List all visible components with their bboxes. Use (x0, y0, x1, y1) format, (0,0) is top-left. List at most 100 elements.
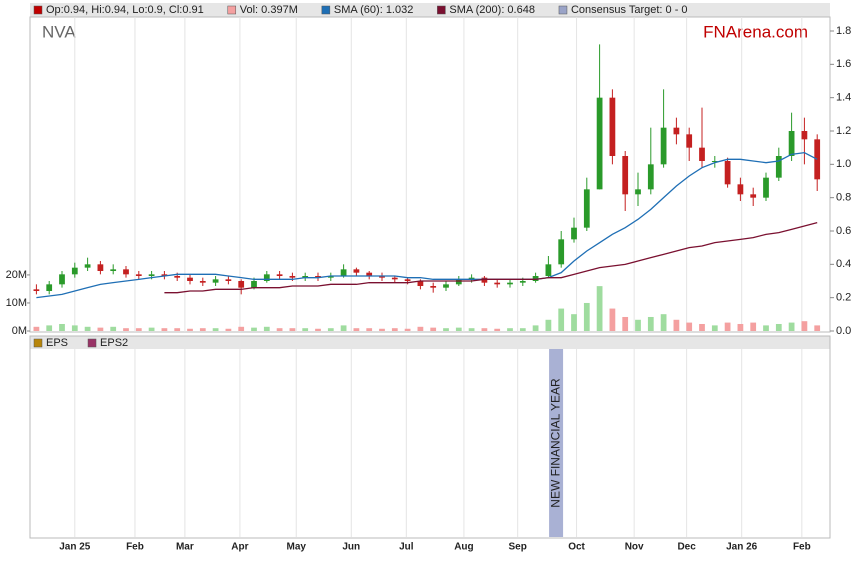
candle-body (750, 194, 757, 198)
volume-bar (455, 327, 462, 331)
volume-bar (263, 326, 270, 331)
x-tick-label: Feb (126, 542, 144, 553)
volume-bar (686, 322, 693, 331)
volume-bar (289, 328, 296, 331)
candle-body (366, 272, 373, 276)
candle-body (724, 161, 731, 185)
x-tick-label: Oct (568, 542, 585, 553)
volume-bar (507, 328, 513, 331)
volume-bar (135, 328, 142, 331)
volume-bar (558, 308, 565, 331)
candle-body (737, 184, 744, 195)
volume-bar (814, 325, 821, 331)
legend-swatch (321, 5, 331, 15)
candle-body (494, 282, 501, 285)
candle-body (379, 276, 385, 278)
volume-bar (366, 328, 373, 331)
volume-bar (225, 328, 232, 331)
volume-bar (315, 328, 321, 331)
candle-body (71, 267, 78, 275)
candle-body (276, 274, 283, 276)
volume-bar (417, 326, 424, 331)
volume-bar (622, 316, 629, 331)
lower-legend-bar (30, 336, 830, 349)
y2-tick-label: 20M (6, 269, 27, 281)
candle-body (711, 161, 718, 162)
candle-body (468, 277, 475, 280)
volume-bar (673, 319, 680, 331)
legend-label: EPS (46, 337, 68, 349)
y-tick-label: 0.6 (836, 225, 851, 237)
candle-body (417, 281, 424, 286)
volume-bar (59, 323, 65, 331)
candle-body (84, 264, 91, 268)
volume-bar (340, 325, 347, 331)
volume-bar (494, 328, 501, 331)
annotation-band (549, 349, 564, 537)
candle-body (212, 279, 219, 283)
candle-body (519, 281, 526, 283)
candle-body (327, 276, 334, 278)
volume-bar (468, 328, 475, 331)
candle-body (289, 276, 296, 278)
legend-label: SMA (60): 1.032 (334, 4, 414, 16)
y-tick-label: 1.8 (836, 25, 851, 37)
volume-bar (532, 325, 539, 331)
candle-body (225, 279, 232, 281)
volume-bar (174, 328, 181, 331)
sma-line (164, 222, 818, 294)
volume-bar (571, 314, 577, 331)
y-tick-label: 0.4 (836, 258, 851, 270)
volume-bar (84, 326, 91, 331)
candle-body (686, 134, 693, 148)
candle-body (622, 156, 629, 195)
volume-bar (123, 328, 129, 331)
volume-bar (391, 328, 398, 331)
volume-bar (788, 322, 795, 331)
watermark: FNArena.com (703, 22, 808, 41)
candle-body (507, 282, 513, 285)
volume-bar (148, 327, 155, 331)
x-tick-label: Sep (509, 542, 527, 553)
x-tick-label: Nov (625, 542, 644, 553)
volume-bar (187, 328, 193, 331)
candle-body (801, 131, 808, 140)
volume-bar (302, 328, 309, 331)
x-tick-label: Jul (399, 542, 414, 553)
x-tick-label: Jan 25 (59, 542, 91, 553)
candle-body (97, 264, 104, 271)
candle-body (148, 274, 155, 276)
candle-body (660, 127, 667, 165)
candle-body (263, 274, 270, 281)
candle-body (59, 274, 65, 285)
x-tick-label: Jan 26 (726, 542, 758, 553)
volume-bar (379, 328, 385, 331)
volume-bar (583, 302, 590, 331)
volume-bar (596, 286, 603, 331)
volume-bar (276, 328, 283, 331)
candle-body (532, 276, 539, 281)
annotation-label: NEW FINANCIAL YEAR (548, 378, 562, 508)
candle-body (315, 276, 321, 278)
volume-bar (775, 323, 782, 331)
candle-body (558, 239, 565, 265)
legend-label: Vol: 0.397M (240, 4, 298, 16)
candle-body (443, 284, 449, 288)
legend-swatch (227, 5, 237, 15)
legend-swatch (33, 5, 43, 15)
y-tick-label: 1.0 (836, 158, 851, 170)
candle-body (596, 97, 603, 190)
candle-body (699, 147, 705, 161)
volume-bar (660, 314, 667, 331)
volume-bar (763, 325, 769, 331)
volume-bar (71, 325, 78, 331)
legend-label: Op:0.94, Hi:0.94, Lo:0.9, Cl:0.91 (46, 4, 204, 16)
lower-panel (29, 335, 831, 539)
x-tick-label: Feb (793, 542, 811, 553)
volume-bar (404, 328, 411, 331)
candle-body (609, 97, 616, 156)
candle-body (545, 264, 552, 276)
candle-body (647, 164, 654, 190)
x-tick-label: Jun (342, 542, 360, 553)
